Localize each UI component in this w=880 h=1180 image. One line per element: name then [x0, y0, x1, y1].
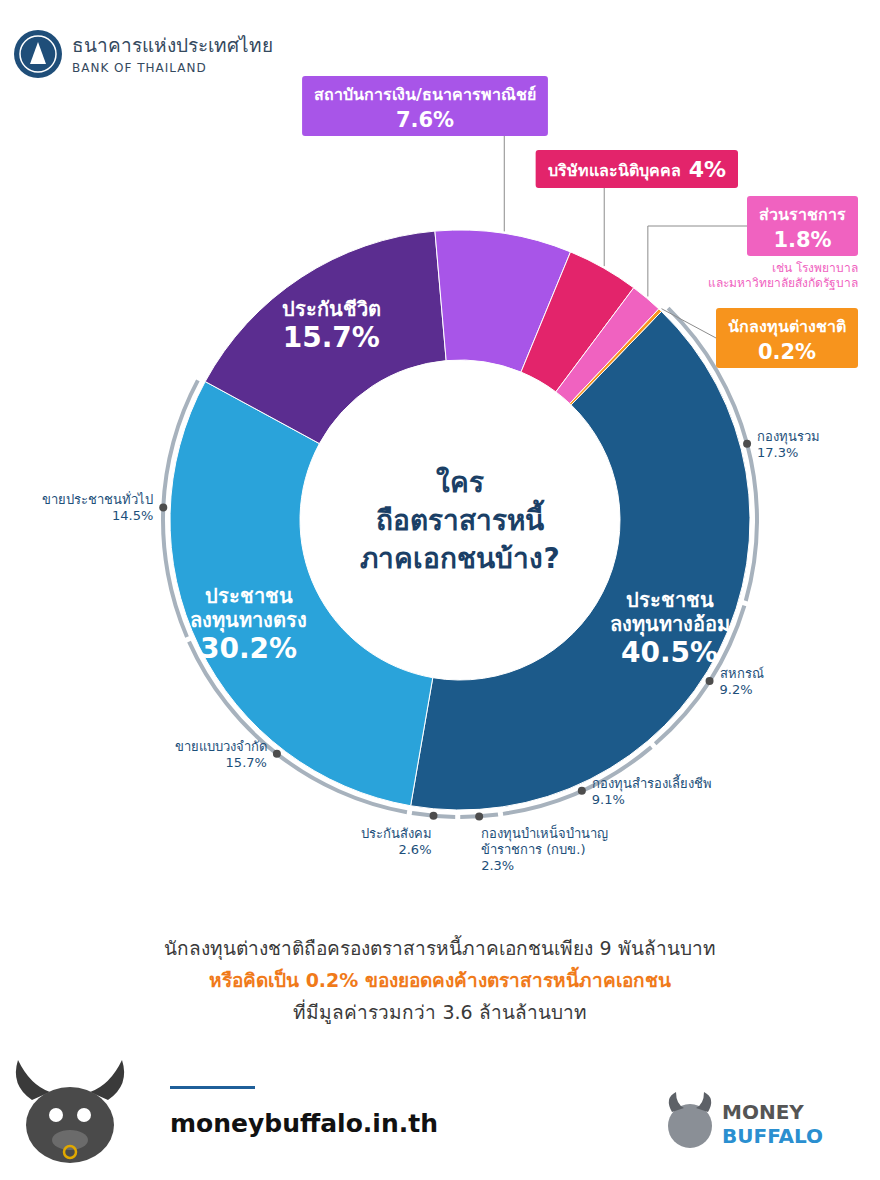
mascot-head — [26, 1087, 114, 1163]
header: ธนาคารแห่งประเทศไทย BANK OF THAILAND — [14, 30, 273, 78]
logo — [14, 30, 62, 78]
text-line: ประกันชีวิต — [282, 297, 381, 321]
slice — [570, 309, 662, 405]
footnote-line: นักลงทุนต่างชาติถือครองตราสารหนี้ภาคเอกช… — [164, 935, 715, 961]
footnote-line: หรือคิดเป็น 0.2% ของยอดคงค้างตราสารหนี้ภ… — [209, 966, 671, 991]
text-line: ข้าราชการ (กบข.) — [481, 842, 585, 857]
breakdown-arc — [187, 641, 407, 814]
footer-brand: MONEY — [722, 1100, 804, 1124]
callout-box — [716, 308, 858, 368]
slice — [170, 382, 433, 806]
text-line: และมหาวิทยาลัยสังกัดรัฐบาล — [708, 276, 858, 290]
breakdown: กองทุนรวม17.3% สหกรณ์9.2% กองทุนสำรองเลี้ย… — [360, 307, 820, 874]
breakdown-dot — [159, 503, 167, 511]
text-line: ขายแบบวงจำกัด — [175, 739, 267, 754]
footnote: นักลงทุนต่างชาติถือครองตราสารหนี้ภาคเอกช… — [164, 935, 715, 1024]
slice-label: ประชาชนลงทุนทางตรง — [190, 584, 307, 633]
breakdown-dot — [706, 677, 714, 685]
text-line: ภาคเอกชนบ้าง? — [360, 542, 559, 575]
footer-brand: BUFFALO — [722, 1124, 823, 1148]
breakdown-value: 9.2% — [720, 682, 753, 697]
breakdown-label: สหกรณ์ — [720, 666, 764, 681]
breakdown-dot — [429, 812, 437, 820]
breakdown-value: 2.3% — [481, 858, 514, 873]
brand-logo-horn — [669, 1092, 684, 1112]
callout-value: 1.8% — [773, 228, 831, 252]
logo-emblem — [30, 42, 46, 64]
footer-bar — [170, 1086, 255, 1089]
footnote-line: ที่มีมูลค่ารวมกว่า 3.6 ล้านล้านบาท — [293, 999, 586, 1024]
breakdown-value: 14.5% — [112, 508, 153, 523]
leader-line — [662, 309, 716, 338]
text-line: กองทุนรวม — [757, 429, 820, 445]
callout-box — [747, 196, 858, 256]
annotation: เช่น โรงพยาบาลและมหาวิทยาลัยสังกัดรัฐบาล — [708, 261, 858, 290]
callout: บริษัทและนิติบุคคล 4% — [536, 150, 738, 188]
slice — [556, 288, 659, 404]
chart-title: ใครถือตราสารหนี้ภาคเอกชนบ้าง? — [360, 466, 559, 575]
text-line: สหกรณ์ — [720, 666, 764, 681]
mascot-eye — [49, 1108, 63, 1122]
slice-label: ประกันชีวิต — [282, 297, 381, 321]
leader-line — [504, 136, 505, 231]
pie-chart: ใครถือตราสารหนี้ภาคเอกชนบ้าง?กองทุนรวม17… — [42, 230, 820, 873]
text-line: ขายประชาชนทั่วไป — [42, 491, 153, 507]
breakdown-dot — [743, 440, 751, 448]
callout-label: สถาบันการเงิน/ธนาคารพาณิชย์ — [314, 85, 536, 104]
header-title: ธนาคารแห่งประเทศไทย — [72, 34, 273, 56]
slice-label: ประชาชนลงทุนทางอ้อม — [610, 588, 730, 637]
callout-value: 7.6% — [396, 108, 454, 132]
chart-canvas: ธนาคารแห่งประเทศไทย BANK OF THAILAND ใครถื… — [0, 0, 880, 1180]
breakdown-value: 2.6% — [398, 842, 431, 857]
text-line: ประกันสังคม — [360, 826, 431, 841]
breakdown-dot — [578, 787, 586, 795]
footer-website: moneybuffalo.in.th — [170, 1109, 438, 1138]
text-line: กองทุนบำเหน็จบำนาญ — [481, 824, 608, 842]
text-line: ถือตราสารหนี้ — [376, 499, 545, 537]
breakdown-value: 9.1% — [592, 792, 625, 807]
text-line: ประชาชน — [626, 588, 714, 612]
breakdown: ขายแบบวงจำกัด15.7% ขายประชาชนทั่วไป14.5% — [42, 379, 407, 814]
breakdown-label: ขายแบบวงจำกัด — [175, 739, 267, 754]
callout: สถาบันการเงิน/ธนาคารพาณิชย์ 7.6% — [302, 76, 548, 136]
callout-label: บริษัทและนิติบุคคล — [548, 161, 681, 181]
text-line: ลงทุนทางอ้อม — [610, 612, 730, 637]
slice — [205, 231, 446, 444]
callout-value: 0.2% — [758, 340, 816, 364]
text-line: ลงทุนทางตรง — [190, 608, 307, 633]
mascot-eye — [77, 1108, 91, 1122]
breakdown-value: 17.3% — [757, 445, 798, 460]
slices — [170, 230, 750, 810]
brand-logo-horn — [696, 1092, 711, 1112]
callout: ส่วนราชการ 1.8% — [747, 196, 858, 256]
slice-value: 30.2% — [200, 632, 297, 665]
callout-label: นักลงทุนต่างชาติ — [728, 317, 846, 337]
footer: moneybuffalo.in.th MONEYBUFFALO — [16, 1060, 823, 1163]
callout-label: ส่วนราชการ — [759, 205, 846, 224]
slice-value: 15.7% — [283, 321, 380, 354]
breakdown-label: ประกันสังคม — [360, 826, 431, 841]
text-line: ใคร — [436, 466, 484, 499]
leader-line — [604, 188, 605, 266]
breakdown-dot — [475, 812, 483, 820]
callouts: สถาบันการเงิน/ธนาคารพาณิชย์ 7.6% บริษัทและ… — [302, 76, 858, 368]
mascot-ring — [64, 1146, 76, 1158]
text-line: ประชาชน — [204, 584, 292, 608]
callout-box — [536, 150, 738, 188]
callout-box — [302, 76, 548, 136]
text-line: กองทุนสำรองเลี้ยงชีพ — [592, 774, 712, 792]
breakdown-dot — [273, 750, 281, 758]
callout: นักลงทุนต่างชาติ 0.2% — [716, 308, 858, 368]
breakdown-label: ขายประชาชนทั่วไป — [42, 491, 153, 507]
breakdown-label: กองทุนสำรองเลี้ยงชีพ — [592, 774, 712, 792]
logo-ring — [20, 36, 56, 72]
breakdown-label: กองทุนบำเหน็จบำนาญข้าราชการ (กบข.) — [481, 824, 608, 857]
breakdown-label: กองทุนรวม — [757, 429, 820, 445]
breakdown-arc — [412, 811, 456, 819]
breakdown-value: 15.7% — [226, 755, 267, 770]
text-line: เช่น โรงพยาบาล — [772, 261, 858, 275]
slice-value: 40.5% — [621, 636, 718, 669]
callout-value: 4% — [689, 157, 726, 182]
header-subtitle: BANK OF THAILAND — [72, 61, 207, 75]
